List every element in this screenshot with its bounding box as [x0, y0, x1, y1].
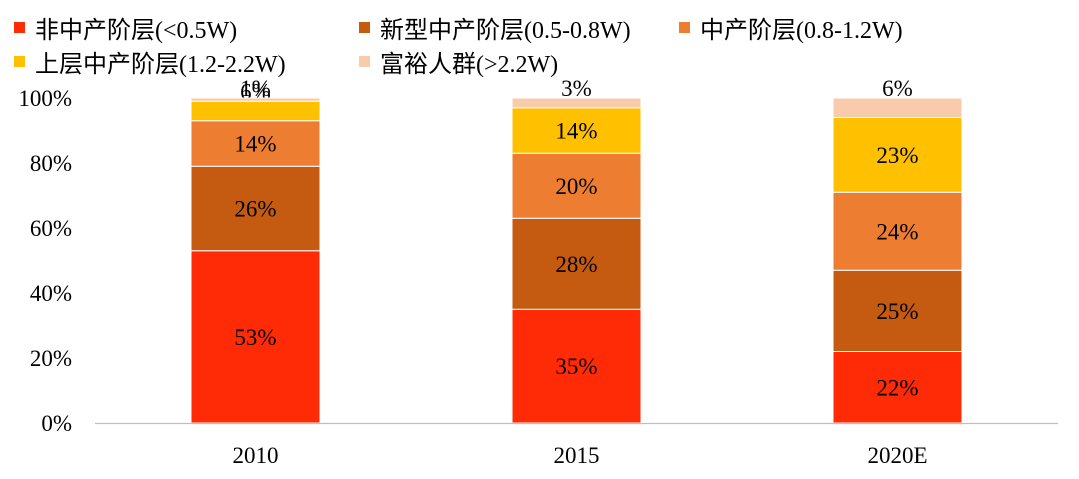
- data-label: 28%: [555, 252, 597, 277]
- legend-swatch: [14, 55, 25, 67]
- bar-segment: [190, 97, 321, 102]
- bar-segment: [832, 269, 963, 352]
- bar-segment: [190, 120, 321, 167]
- legend-label: 非中产阶层(<0.5W): [35, 17, 238, 44]
- data-label: 24%: [876, 219, 918, 244]
- y-tick-label: 80%: [30, 151, 72, 176]
- bar-segment: [832, 191, 963, 271]
- bar-segment: [511, 152, 642, 219]
- legend-swatch: [359, 21, 370, 33]
- data-label: 23%: [876, 143, 918, 168]
- data-label: 35%: [555, 354, 597, 379]
- legend-label: 新型中产阶层(0.5-0.8W): [380, 17, 631, 44]
- legend-row: 非中产阶层(<0.5W) 新型中产阶层(0.5-0.8W) 中产阶层(0.8-1.2…: [14, 10, 1074, 44]
- y-tick-label: 100%: [18, 86, 72, 111]
- bar-segment: [511, 308, 642, 424]
- chart-legend: 非中产阶层(<0.5W) 新型中产阶层(0.5-0.8W) 中产阶层(0.8-1.2…: [14, 10, 1074, 78]
- y-tick-label: 60%: [30, 216, 72, 241]
- legend-label: 中产阶层(0.8-1.2W): [700, 17, 903, 44]
- bar-segment: [511, 107, 642, 154]
- data-label: 26%: [234, 197, 276, 222]
- data-label: 20%: [555, 174, 597, 199]
- bar-segment: [190, 165, 321, 252]
- legend-item: 富裕人群(>2.2W): [359, 44, 558, 79]
- x-tick-label: 2020E: [867, 443, 927, 468]
- bar-segment: [832, 97, 963, 118]
- legend-item: 新型中产阶层(0.5-0.8W): [359, 10, 679, 45]
- legend-swatch: [679, 21, 690, 33]
- y-tick-label: 0%: [41, 411, 72, 436]
- data-label: 14%: [234, 132, 276, 157]
- legend-item: 中产阶层(0.8-1.2W): [679, 10, 903, 45]
- data-label: 53%: [234, 325, 276, 350]
- y-tick-label: 40%: [30, 281, 72, 306]
- data-label: 22%: [876, 375, 918, 400]
- y-tick-label: 20%: [30, 346, 72, 371]
- legend-label: 上层中产阶层(1.2-2.2W): [35, 51, 286, 78]
- data-label: 6%: [882, 76, 913, 101]
- bar-segment: [511, 217, 642, 310]
- data-label: 14%: [555, 119, 597, 144]
- legend-label: 富裕人群(>2.2W): [380, 51, 559, 78]
- x-tick-label: 2010: [233, 443, 279, 468]
- legend-item: 上层中产阶层(1.2-2.2W): [14, 44, 359, 79]
- bar-segment: [832, 117, 963, 193]
- bar-segment: [190, 250, 321, 424]
- legend-swatch: [359, 55, 370, 67]
- data-label: 25%: [876, 299, 918, 324]
- legend-row: 上层中产阶层(1.2-2.2W) 富裕人群(>2.2W): [14, 44, 1074, 78]
- data-label: 1%: [240, 76, 271, 101]
- legend-swatch: [14, 21, 25, 33]
- x-tick-label: 2015: [554, 443, 600, 468]
- legend-item: 非中产阶层(<0.5W): [14, 10, 359, 45]
- data-label: 3%: [561, 76, 592, 101]
- bar-segment: [511, 97, 642, 109]
